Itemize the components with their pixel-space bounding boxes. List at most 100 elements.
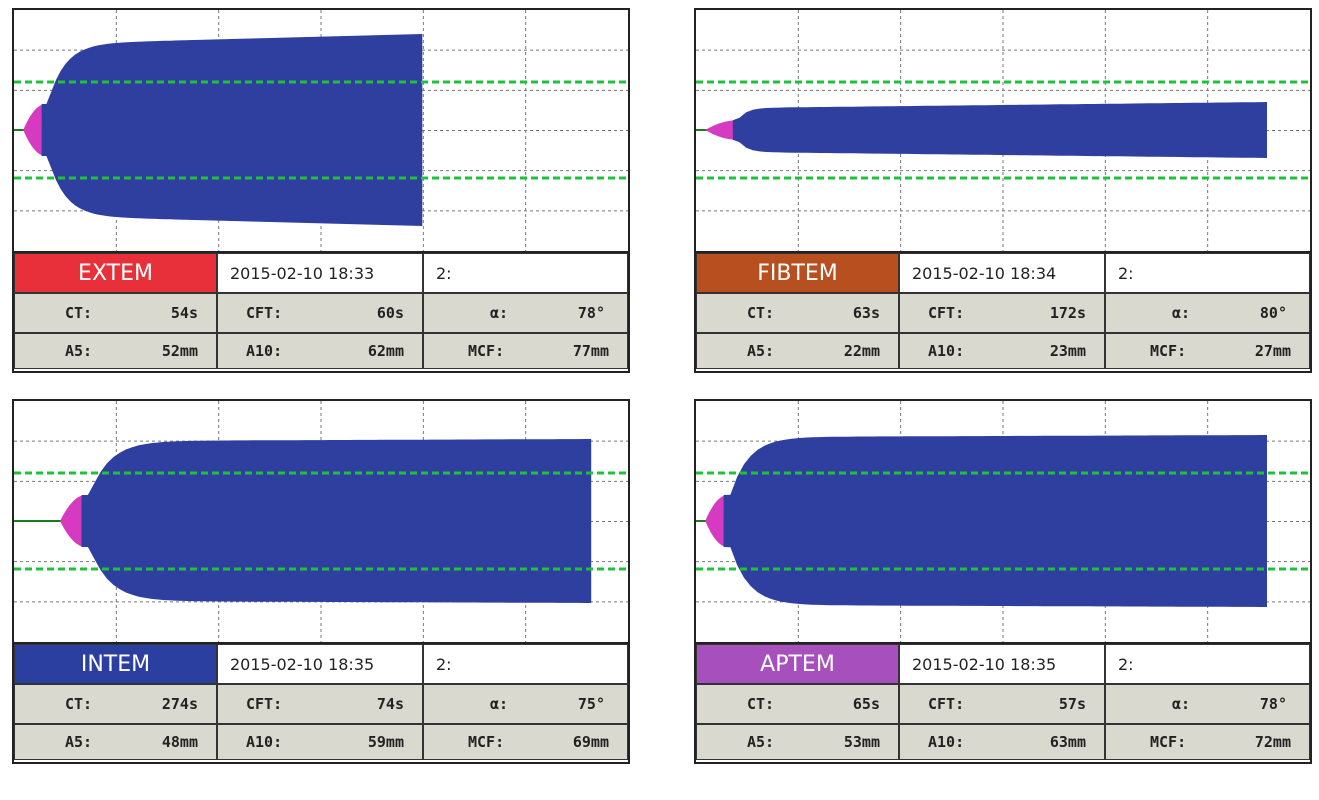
channel: 2: — [423, 644, 628, 684]
a10-value: 59mm — [367, 733, 404, 751]
ct-label: CT: — [65, 304, 93, 322]
result-table: FIBTEM 2015-02-10 18:34 2: CT: 63s CFT: … — [694, 253, 1312, 373]
clot-amplitude-area — [41, 34, 423, 226]
mcf-cell: MCF: 77mm — [423, 333, 628, 369]
clot-onset — [60, 495, 86, 547]
ct-cell: CT: 65s — [696, 684, 899, 724]
temogram-svg — [696, 10, 1310, 251]
alpha-cell: α: 80° — [1105, 293, 1310, 333]
ct-value: 274s — [161, 695, 198, 713]
alpha-cell: α: 75° — [423, 684, 628, 724]
ct-cell: CT: 54s — [14, 293, 217, 333]
a10-label: A10: — [246, 342, 283, 360]
a10-value: 62mm — [367, 342, 404, 360]
a10-label: A10: — [928, 733, 965, 751]
a10-cell: A10: 63mm — [899, 724, 1105, 760]
temogram-svg — [14, 10, 628, 251]
channel: 2: — [423, 253, 628, 293]
a5-value: 22mm — [843, 342, 880, 360]
timestamp: 2015-02-10 18:33 — [217, 253, 423, 293]
result-table: APTEM 2015-02-10 18:35 2: CT: 65s CFT: 5… — [694, 644, 1312, 764]
mcf-value: 27mm — [1254, 342, 1291, 360]
clot-onset — [705, 495, 728, 547]
ct-label: CT: — [747, 695, 775, 713]
panel-extem: EXTEM 2015-02-10 18:33 2: CT: 54s CFT: 6… — [12, 8, 630, 373]
cft-cell: CFT: 172s — [899, 293, 1105, 333]
a10-label: A10: — [928, 342, 965, 360]
temogram-plot — [694, 8, 1312, 253]
mcf-label: MCF: — [1150, 733, 1187, 751]
cft-cell: CFT: 57s — [899, 684, 1105, 724]
assay-label: INTEM — [14, 644, 217, 684]
assay-label: FIBTEM — [696, 253, 899, 293]
cft-label: CFT: — [928, 695, 965, 713]
temogram-svg — [696, 401, 1310, 642]
channel: 2: — [1105, 253, 1310, 293]
ct-label: CT: — [747, 304, 775, 322]
assay-label: APTEM — [696, 644, 899, 684]
ct-cell: CT: 63s — [696, 293, 899, 333]
mcf-cell: MCF: 27mm — [1105, 333, 1310, 369]
timestamp: 2015-02-10 18:34 — [899, 253, 1105, 293]
ct-value: 63s — [852, 304, 880, 322]
cft-label: CFT: — [928, 304, 965, 322]
panel-aptem: APTEM 2015-02-10 18:35 2: CT: 65s CFT: 5… — [694, 399, 1312, 764]
cft-label: CFT: — [246, 695, 283, 713]
a10-cell: A10: 23mm — [899, 333, 1105, 369]
alpha-value: 78° — [1259, 695, 1287, 713]
alpha-value: 78° — [577, 304, 605, 322]
a5-value: 53mm — [843, 733, 880, 751]
mcf-label: MCF: — [1150, 342, 1187, 360]
temogram-plot — [12, 399, 630, 644]
alpha-cell: α: 78° — [423, 293, 628, 333]
cft-value: 74s — [376, 695, 404, 713]
alpha-label: α: — [1172, 695, 1191, 713]
assay-label: EXTEM — [14, 253, 217, 293]
a5-label: A5: — [65, 733, 93, 751]
cft-value: 57s — [1058, 695, 1086, 713]
timestamp: 2015-02-10 18:35 — [899, 644, 1105, 684]
mcf-value: 77mm — [572, 342, 609, 360]
result-table: EXTEM 2015-02-10 18:33 2: CT: 54s CFT: 6… — [12, 253, 630, 373]
a5-label: A5: — [747, 733, 775, 751]
channel: 2: — [1105, 644, 1310, 684]
alpha-label: α: — [490, 304, 509, 322]
panel-fibtem: FIBTEM 2015-02-10 18:34 2: CT: 63s CFT: … — [694, 8, 1312, 373]
temogram-plot — [694, 399, 1312, 644]
cft-label: CFT: — [246, 304, 283, 322]
alpha-label: α: — [490, 695, 509, 713]
a5-value: 48mm — [161, 733, 198, 751]
mcf-value: 69mm — [572, 733, 609, 751]
clot-amplitude-area — [732, 102, 1267, 158]
ct-label: CT: — [65, 695, 93, 713]
panel-intem: INTEM 2015-02-10 18:35 2: CT: 274s CFT: … — [12, 399, 630, 764]
a10-label: A10: — [246, 733, 283, 751]
alpha-label: α: — [1172, 304, 1191, 322]
a10-cell: A10: 62mm — [217, 333, 423, 369]
timestamp: 2015-02-10 18:35 — [217, 644, 423, 684]
a10-value: 63mm — [1049, 733, 1086, 751]
alpha-cell: α: 78° — [1105, 684, 1310, 724]
temogram-svg — [14, 401, 628, 642]
a5-label: A5: — [65, 342, 93, 360]
a5-value: 52mm — [161, 342, 198, 360]
result-table: INTEM 2015-02-10 18:35 2: CT: 274s CFT: … — [12, 644, 630, 764]
cft-value: 172s — [1049, 304, 1086, 322]
ct-value: 65s — [852, 695, 880, 713]
clot-amplitude-area — [723, 435, 1267, 607]
a5-cell: A5: 22mm — [696, 333, 899, 369]
mcf-label: MCF: — [468, 733, 505, 751]
a10-cell: A10: 59mm — [217, 724, 423, 760]
a5-label: A5: — [747, 342, 775, 360]
clot-onset — [23, 104, 46, 156]
clot-amplitude-area — [81, 439, 592, 603]
cft-cell: CFT: 60s — [217, 293, 423, 333]
a10-value: 23mm — [1049, 342, 1086, 360]
mcf-cell: MCF: 69mm — [423, 724, 628, 760]
a5-cell: A5: 52mm — [14, 333, 217, 369]
a5-cell: A5: 53mm — [696, 724, 899, 760]
alpha-value: 80° — [1259, 304, 1287, 322]
cft-cell: CFT: 74s — [217, 684, 423, 724]
mcf-value: 72mm — [1254, 733, 1291, 751]
cft-value: 60s — [376, 304, 404, 322]
